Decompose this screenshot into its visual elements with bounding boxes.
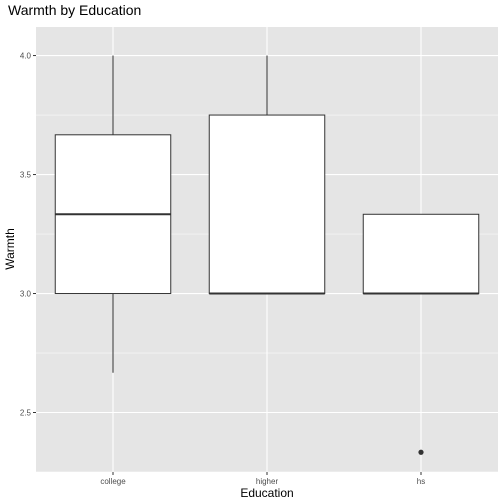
iqr-box: [208, 114, 326, 295]
y-tick-label: 3.0: [20, 290, 32, 299]
box-hs: [362, 213, 480, 455]
x-axis-ticks: college higher hs: [100, 472, 425, 486]
x-tick-label: college: [100, 477, 126, 486]
chart-title: Warmth by Education: [8, 2, 141, 18]
iqr-box: [362, 213, 480, 295]
y-tick-label: 4.0: [20, 52, 32, 61]
y-tick-label: 2.5: [20, 409, 32, 418]
x-tick-label: higher: [256, 477, 279, 486]
y-axis-title: Warmth: [3, 228, 17, 270]
y-axis-ticks: 2.5 3.0 3.5 4.0: [20, 52, 36, 418]
outlier-point: [418, 449, 424, 455]
box-plots: [54, 55, 480, 455]
box-higher: [208, 55, 326, 295]
box-college: [54, 55, 172, 373]
x-axis-title: Education: [240, 486, 293, 500]
y-tick-label: 3.5: [20, 171, 32, 180]
x-tick-label: hs: [417, 477, 425, 486]
